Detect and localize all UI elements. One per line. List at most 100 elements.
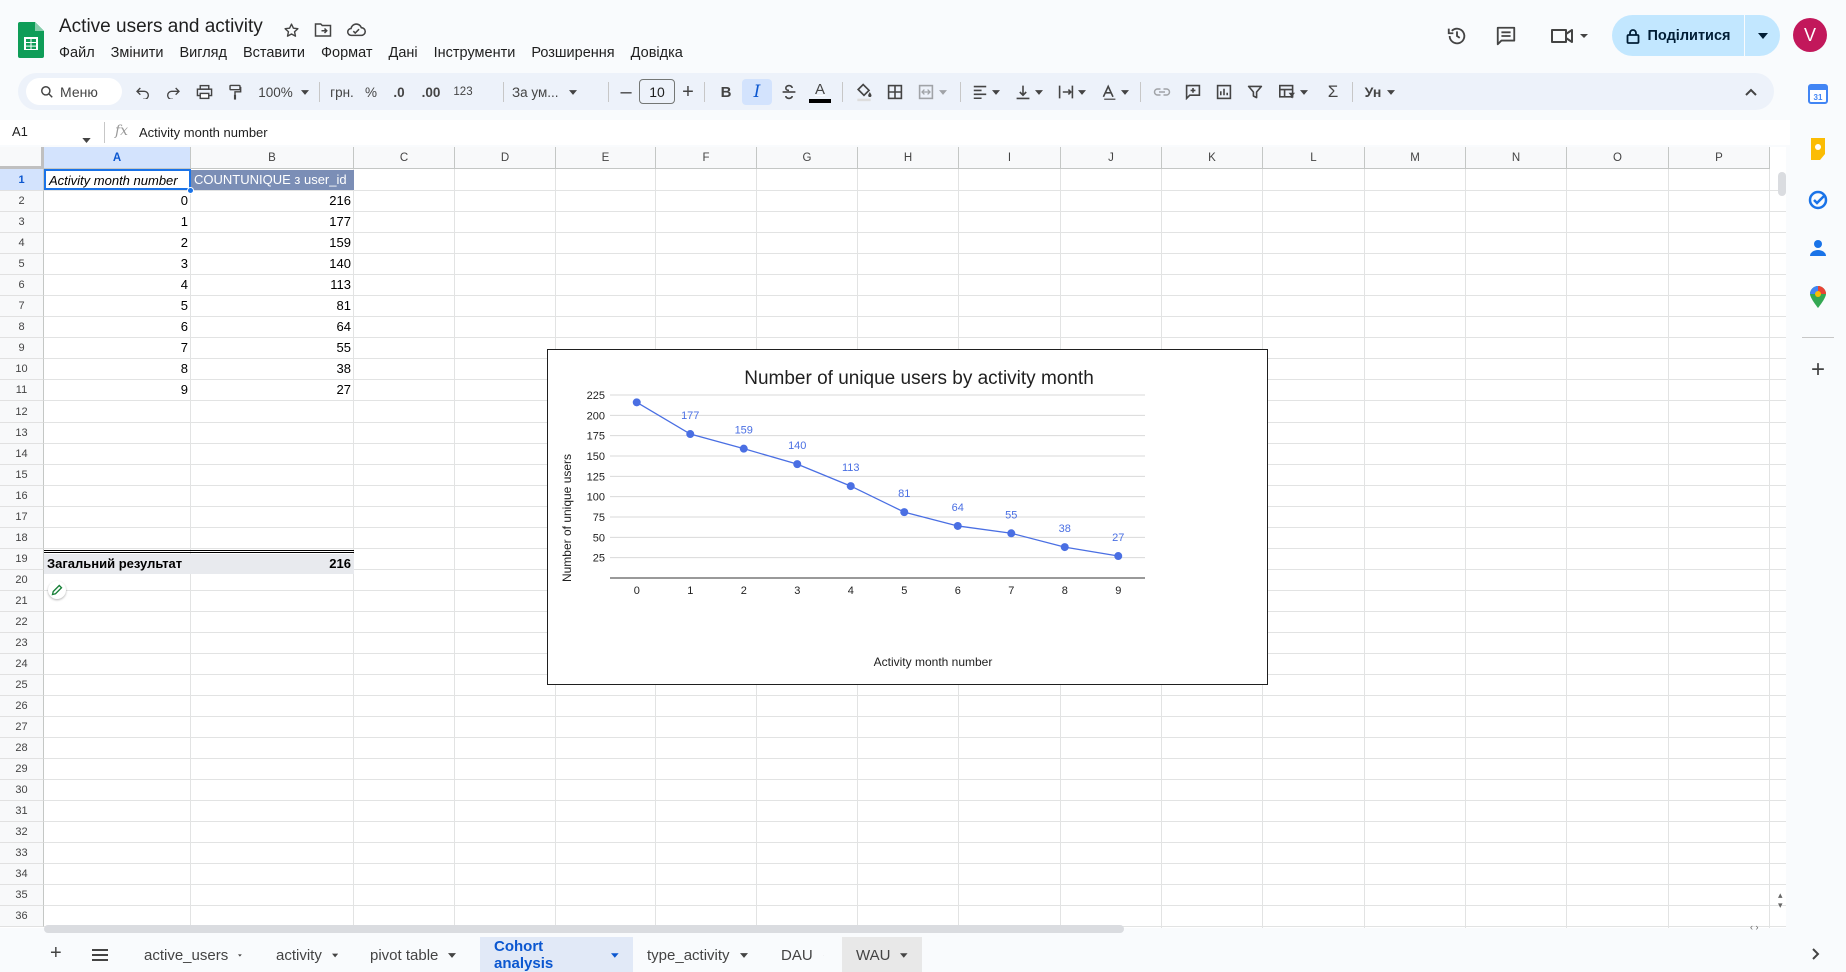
sheet-tab-cohort-analysis[interactable]: Cohort analysis bbox=[480, 937, 633, 972]
row-header-26[interactable]: 26 bbox=[0, 696, 44, 717]
font-size-decrease-icon[interactable]: – bbox=[620, 80, 632, 103]
cell-unique-users[interactable]: 81 bbox=[336, 298, 351, 313]
text-rotation-icon[interactable] bbox=[1097, 79, 1133, 105]
row-header-2[interactable]: 2 bbox=[0, 191, 44, 212]
sheet-tab-dau[interactable]: DAU bbox=[767, 937, 837, 972]
row-header-23[interactable]: 23 bbox=[0, 633, 44, 654]
chart-data-point[interactable] bbox=[632, 398, 641, 407]
percent-format-button[interactable]: % bbox=[364, 84, 377, 100]
row-header-5[interactable]: 5 bbox=[0, 254, 44, 275]
text-color-button[interactable]: A bbox=[806, 79, 834, 105]
column-header-e[interactable]: E bbox=[556, 147, 656, 169]
formula-input[interactable]: Activity month number bbox=[139, 125, 268, 140]
share-button[interactable]: Поділитися bbox=[1612, 15, 1744, 56]
maps-icon[interactable] bbox=[1806, 285, 1830, 309]
zoom-select[interactable]: 100% bbox=[256, 79, 311, 105]
row-header-28[interactable]: 28 bbox=[0, 738, 44, 759]
cell-unique-users[interactable]: 38 bbox=[336, 361, 351, 376]
line-chart[interactable]: Number of unique users by activity month… bbox=[547, 349, 1268, 685]
bold-button[interactable]: B bbox=[720, 83, 732, 101]
cloud-saved-icon[interactable] bbox=[345, 19, 367, 41]
insert-link-icon[interactable] bbox=[1148, 79, 1176, 105]
row-header-24[interactable]: 24 bbox=[0, 654, 44, 675]
scroll-arrows-icon[interactable]: ▴ ▾ bbox=[1778, 890, 1783, 910]
cell-a1-header[interactable]: Activity month number bbox=[44, 169, 191, 190]
row-header-14[interactable]: 14 bbox=[0, 444, 44, 465]
column-header-a[interactable]: A bbox=[44, 147, 191, 169]
sheets-logo-icon[interactable] bbox=[18, 22, 44, 58]
chart-data-point[interactable] bbox=[1007, 529, 1016, 538]
cell-unique-users[interactable]: 55 bbox=[336, 340, 351, 355]
currency-format-button[interactable]: грн. bbox=[330, 84, 354, 100]
cell-b1-header[interactable]: COUNTUNIQUE з user_id bbox=[191, 170, 354, 190]
decrease-decimal-button[interactable]: .0 bbox=[393, 84, 405, 100]
chart-data-point[interactable] bbox=[739, 444, 748, 453]
sheet-tab-pivot-table[interactable]: pivot table bbox=[356, 937, 476, 972]
cell-unique-users[interactable]: 177 bbox=[329, 214, 351, 229]
row-header-9[interactable]: 9 bbox=[0, 338, 44, 359]
row-header-30[interactable]: 30 bbox=[0, 780, 44, 801]
row-header-35[interactable]: 35 bbox=[0, 885, 44, 906]
menu-file[interactable]: Файл bbox=[59, 45, 95, 61]
cell-activity-month[interactable]: 6 bbox=[180, 319, 188, 334]
fill-handle[interactable] bbox=[187, 187, 194, 194]
column-header-m[interactable]: M bbox=[1365, 147, 1466, 169]
column-header-o[interactable]: O bbox=[1567, 147, 1669, 169]
row-header-1[interactable]: 1 bbox=[0, 169, 44, 191]
share-dropdown-button[interactable] bbox=[1745, 15, 1780, 56]
caret-down-icon[interactable] bbox=[739, 952, 748, 958]
row-header-34[interactable]: 34 bbox=[0, 864, 44, 885]
row-header-15[interactable]: 15 bbox=[0, 465, 44, 486]
cell-unique-users[interactable]: 216 bbox=[329, 193, 351, 208]
chart-data-point[interactable] bbox=[846, 482, 855, 491]
horizontal-align-icon[interactable] bbox=[968, 79, 1004, 105]
row-header-4[interactable]: 4 bbox=[0, 233, 44, 254]
row-header-32[interactable]: 32 bbox=[0, 822, 44, 843]
cell-activity-month[interactable]: 4 bbox=[180, 277, 188, 292]
sheet-tab-type-activity[interactable]: type_activity bbox=[633, 937, 763, 972]
caret-down-icon[interactable] bbox=[900, 952, 908, 958]
borders-icon[interactable] bbox=[881, 79, 909, 105]
row-header-12[interactable]: 12 bbox=[0, 401, 44, 423]
cell-unique-users[interactable]: 27 bbox=[336, 382, 351, 397]
row-header-29[interactable]: 29 bbox=[0, 759, 44, 780]
row-header-27[interactable]: 27 bbox=[0, 717, 44, 738]
row-header-36[interactable]: 36 bbox=[0, 906, 44, 927]
row-header-17[interactable]: 17 bbox=[0, 507, 44, 528]
row-header-31[interactable]: 31 bbox=[0, 801, 44, 822]
cell-unique-users[interactable]: 113 bbox=[330, 277, 351, 292]
menu-help[interactable]: Довідка bbox=[630, 45, 683, 61]
input-tools-icon[interactable]: Ун bbox=[1360, 79, 1400, 105]
column-header-n[interactable]: N bbox=[1466, 147, 1567, 169]
menu-search[interactable]: Меню bbox=[26, 78, 122, 105]
text-wrap-icon[interactable] bbox=[1054, 79, 1090, 105]
cell-unique-users[interactable]: 64 bbox=[336, 319, 351, 334]
caret-down-icon[interactable] bbox=[611, 952, 619, 958]
edit-pivot-pencil-icon[interactable] bbox=[48, 581, 66, 599]
row-header-13[interactable]: 13 bbox=[0, 423, 44, 444]
caret-down-icon[interactable] bbox=[238, 953, 242, 958]
comments-icon[interactable] bbox=[1492, 22, 1520, 50]
undo-icon[interactable] bbox=[130, 79, 156, 105]
cell-activity-month[interactable]: 8 bbox=[180, 361, 188, 376]
font-select[interactable]: За ум... bbox=[512, 79, 594, 105]
column-header-j[interactable]: J bbox=[1061, 147, 1162, 169]
font-size-increase-icon[interactable]: + bbox=[682, 80, 694, 103]
row-header-8[interactable]: 8 bbox=[0, 317, 44, 338]
functions-icon[interactable]: Σ bbox=[1327, 82, 1339, 101]
column-header-h[interactable]: H bbox=[858, 147, 959, 169]
cell-activity-month[interactable]: 7 bbox=[180, 340, 188, 355]
cell-unique-users[interactable]: 140 bbox=[329, 256, 351, 271]
filter-views-icon[interactable] bbox=[1272, 79, 1314, 105]
merge-cells-icon[interactable] bbox=[912, 79, 952, 105]
row-header-21[interactable]: 21 bbox=[0, 591, 44, 612]
h-scroll-arrows-icon[interactable]: ‹ › bbox=[1750, 922, 1759, 932]
row-header-7[interactable]: 7 bbox=[0, 296, 44, 317]
contacts-icon[interactable] bbox=[1806, 236, 1830, 260]
cell-activity-month[interactable]: 5 bbox=[180, 298, 188, 313]
column-header-i[interactable]: I bbox=[959, 147, 1061, 169]
collapse-menus-icon[interactable] bbox=[1738, 79, 1764, 105]
font-size-input[interactable]: 10 bbox=[639, 79, 675, 104]
row-header-22[interactable]: 22 bbox=[0, 612, 44, 633]
row-header-10[interactable]: 10 bbox=[0, 359, 44, 380]
